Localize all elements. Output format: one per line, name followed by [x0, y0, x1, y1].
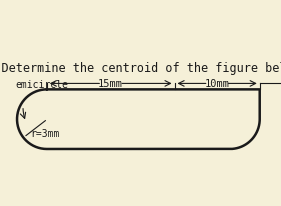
- Text: 15mm: 15mm: [98, 79, 123, 89]
- Text: 10mm: 10mm: [205, 79, 230, 89]
- Text: emicircle: emicircle: [15, 79, 68, 89]
- Text: r=3mm: r=3mm: [30, 128, 60, 138]
- Text: 1.  Determine the centroid of the figure below.: 1. Determine the centroid of the figure …: [0, 62, 281, 75]
